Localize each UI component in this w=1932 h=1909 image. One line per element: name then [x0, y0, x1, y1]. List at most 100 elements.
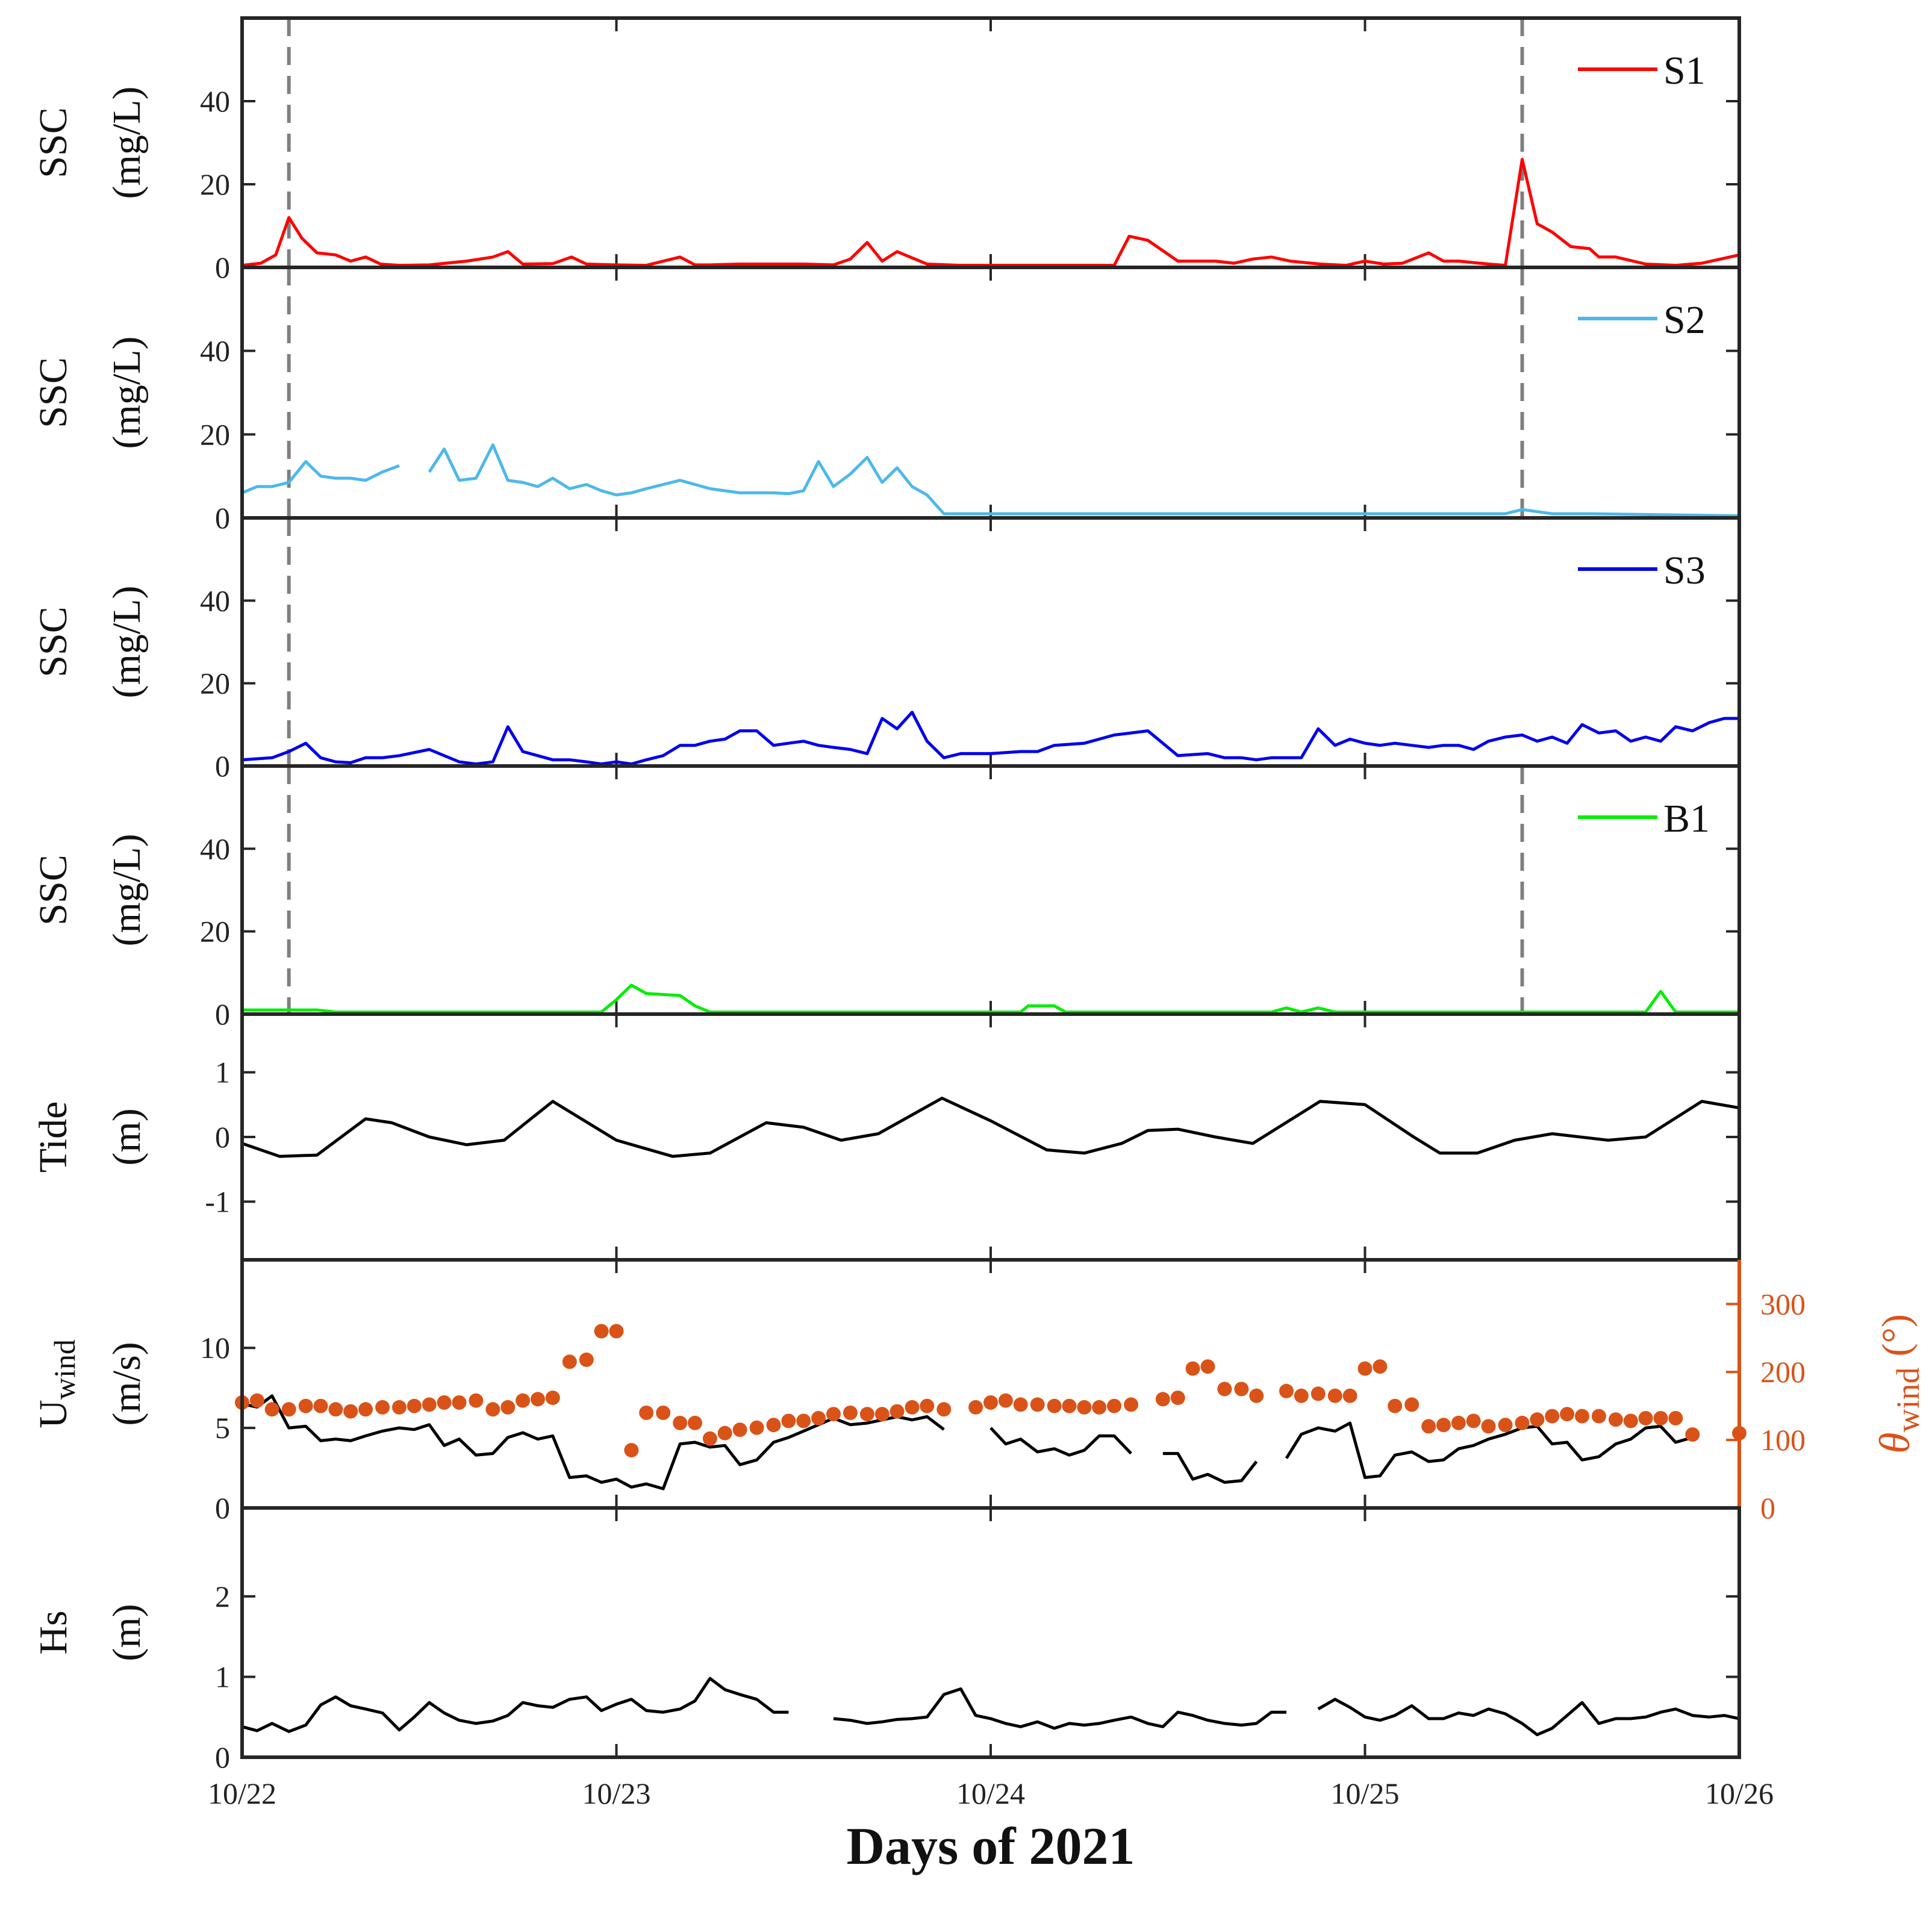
- wind-scatter-point: [375, 1400, 390, 1415]
- wind-scatter-point: [796, 1413, 811, 1428]
- wind-scatter-point: [1591, 1409, 1606, 1424]
- s2-y-axis-label-main: SSC: [31, 357, 75, 428]
- wind-scatter-point: [313, 1398, 328, 1413]
- wind-scatter-point: [1668, 1411, 1683, 1425]
- s1-y-axis-label-top: SSC: [31, 107, 75, 178]
- hs-y-axis-label-top: Hs: [31, 1610, 75, 1654]
- wind-scatter-point: [531, 1392, 545, 1407]
- wind-scatter-point: [1342, 1388, 1357, 1403]
- wind-scatter-point: [500, 1400, 516, 1415]
- hs-y-axis-label-main: Hs: [31, 1610, 75, 1654]
- hs-y-axis-label-unit: (m): [105, 1604, 149, 1661]
- b1-y-tick-label: 20: [200, 915, 230, 948]
- wind-scatter-point: [1421, 1419, 1436, 1434]
- wind-scatter-point: [1653, 1411, 1668, 1425]
- wind-y-tick-label: 0: [215, 1491, 230, 1525]
- hs-series-hs-line: [1317, 1698, 1740, 1737]
- wind-scatter-point: [1560, 1407, 1575, 1422]
- wind-scatter-point: [673, 1415, 688, 1430]
- wind-scatter-point: [1170, 1390, 1185, 1406]
- wind-right-axis-label-symbol: θ: [1871, 1432, 1919, 1453]
- wind-scatter-point: [717, 1425, 732, 1440]
- x-axis: Days of 2021 10/22 10/23 10/24 10/25 10/26: [208, 1777, 1774, 1876]
- wind-scatter-point: [811, 1411, 826, 1425]
- tide-panel: -1 0 1 Tide (m): [31, 1012, 1741, 1262]
- wind-scatter-point: [1047, 1398, 1062, 1413]
- wind-y-axis-label-top: Uwind: [31, 1339, 81, 1428]
- x-tick-label: 10/24: [956, 1777, 1025, 1810]
- wind-scatter-point: [1092, 1400, 1107, 1415]
- wind-scatter-point: [1062, 1398, 1077, 1413]
- wind-scatter-point: [1155, 1392, 1170, 1407]
- wind-right-axis-label-unit: (°): [1874, 1314, 1918, 1356]
- wind-scatter-point: [781, 1413, 796, 1428]
- wind-scatter-point: [594, 1324, 609, 1339]
- wind-scatter-point: [1498, 1418, 1513, 1433]
- wind-scatter-point: [343, 1404, 358, 1419]
- wind-scatter-point: [1077, 1400, 1092, 1415]
- tide-y-tick-label: 1: [215, 1056, 230, 1089]
- wind-scatter-point: [1685, 1427, 1700, 1442]
- wind-scatter-point: [1608, 1412, 1623, 1427]
- wind-scatter-point: [1466, 1413, 1481, 1428]
- x-axis-title: Days of 2021: [846, 1817, 1135, 1876]
- wind-scatter-point: [1107, 1398, 1122, 1413]
- wind-scatter-point: [766, 1418, 781, 1433]
- s2-y-tick-label: 40: [200, 334, 230, 368]
- wind-y-axis-label-unit: (m/s): [105, 1342, 149, 1425]
- wind-y-tick-label: 10: [200, 1331, 230, 1365]
- s2-y-axis-label-unit: (mg/L): [105, 337, 149, 449]
- wind-scatter-point: [1030, 1397, 1045, 1412]
- wind-scatter-point: [639, 1406, 654, 1420]
- x-tick-label: 10/25: [1331, 1777, 1400, 1810]
- wind-scatter-point: [609, 1324, 624, 1339]
- wind-scatter-point: [1530, 1412, 1545, 1427]
- tide-y-axis-label-top: Tide: [31, 1101, 75, 1173]
- wind-scatter-point: [469, 1393, 484, 1408]
- wind-scatter-point: [688, 1415, 702, 1430]
- b1-panel: 0 20 40 B1 SSC (mg/L): [31, 764, 1741, 1031]
- wind-scatter-point: [1279, 1383, 1294, 1398]
- tide-y-tick-label: -1: [205, 1185, 230, 1218]
- wind-scatter-point: [358, 1402, 373, 1417]
- wind-right-axis-label-subscript: wind: [1890, 1367, 1926, 1432]
- tide-y-axis-label-main: Tide: [31, 1101, 75, 1173]
- wind-scatter-point: [1294, 1388, 1309, 1403]
- wind-scatter-point: [1623, 1413, 1638, 1428]
- wind-scatter-point: [1217, 1381, 1232, 1397]
- b1-y-axis-label-main: SSC: [31, 855, 75, 925]
- wind-scatter-point: [1481, 1419, 1496, 1434]
- hs-series-hs-line: [241, 1677, 789, 1733]
- wind-scatter-point: [1249, 1388, 1264, 1403]
- wind-right-y-tick-label: 200: [1760, 1355, 1806, 1389]
- wind-scatter-point: [298, 1398, 313, 1413]
- b1-y-axis-label-top: SSC: [31, 855, 75, 925]
- wind-scatter-point: [1185, 1361, 1200, 1376]
- wind-scatter-point: [562, 1354, 577, 1369]
- wind-y-tick-label: 5: [215, 1411, 230, 1445]
- wind-scatter-point: [1388, 1398, 1403, 1413]
- tide-series-tide-line: [241, 1097, 1740, 1158]
- s3-y-axis-label-top: SSC: [31, 606, 75, 677]
- s1-legend-label: S1: [1663, 49, 1706, 93]
- hs-y-tick-label: 1: [215, 1660, 230, 1693]
- wind-right-y-tick-label: 0: [1760, 1491, 1775, 1525]
- wind-y-axis-label-subscript: wind: [48, 1339, 81, 1400]
- b1-y-axis-label-unit: (mg/L): [105, 834, 149, 947]
- s1-series-s1-line: [241, 158, 1740, 267]
- wind-scatter-point: [1310, 1386, 1326, 1401]
- wind-scatter-point: [1436, 1418, 1451, 1433]
- x-tick-label: 10/22: [208, 1777, 276, 1810]
- s3-y-axis-label-main: SSC: [31, 606, 75, 677]
- s3-y-tick-label: 0: [215, 749, 230, 783]
- hs-axes-frame: [240, 1506, 1741, 1759]
- wind-scatter-point: [624, 1443, 639, 1458]
- wind-scatter-point: [392, 1400, 407, 1415]
- wind-right-y-tick-label: 100: [1760, 1423, 1806, 1457]
- wind-scatter-point: [843, 1406, 858, 1420]
- s2-y-axis-label-top: SSC: [31, 357, 75, 428]
- s2-y-tick-label: 0: [215, 501, 230, 535]
- wind-scatter-point: [1575, 1409, 1589, 1424]
